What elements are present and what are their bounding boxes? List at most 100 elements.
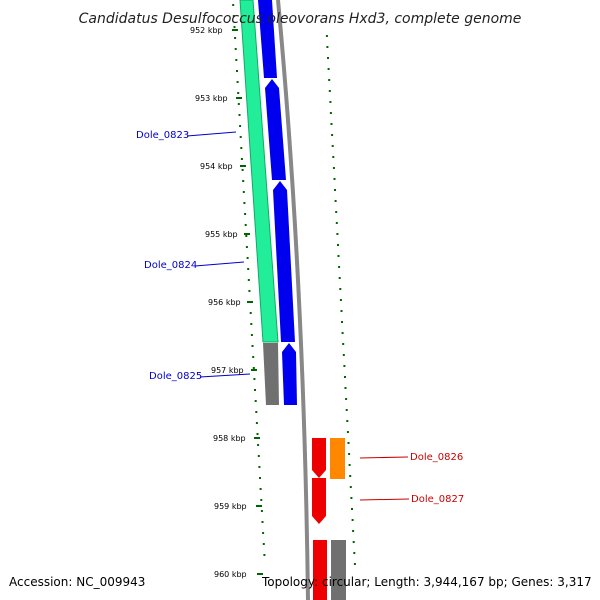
scale-dot	[255, 422, 258, 424]
gc-dot	[328, 90, 331, 92]
scale-dot	[234, 37, 237, 39]
cds-red-3	[313, 540, 327, 600]
cds-orange	[330, 438, 345, 479]
scale-dot	[245, 235, 248, 237]
gc-dot	[349, 486, 352, 488]
gc-dot	[340, 310, 343, 312]
scale-dot	[246, 257, 249, 259]
leader-dole-0824	[194, 261, 245, 267]
scale-dot	[241, 169, 244, 171]
gc-dot	[344, 376, 346, 378]
gc-dot	[348, 464, 351, 466]
gc-dot	[334, 200, 337, 202]
gc-dot	[327, 68, 330, 70]
gc-dot	[331, 145, 334, 147]
scale-dot	[258, 466, 261, 468]
gc-dot	[347, 442, 350, 444]
gc-dot	[352, 530, 355, 532]
scale-dot	[238, 114, 241, 116]
backbone-line	[276, 0, 310, 600]
cds-gray-outer	[263, 343, 279, 405]
scale-dot	[256, 433, 259, 435]
scale-dot	[252, 367, 255, 369]
cds-blue-2	[265, 79, 286, 180]
gene-label-dole-0823[interactable]: Dole_0823	[136, 130, 189, 141]
scale-dot	[245, 246, 248, 248]
scale-dot	[261, 521, 264, 523]
gc-dot	[332, 156, 335, 158]
scale-dot	[243, 202, 246, 204]
cog-feature-green	[239, 0, 279, 343]
scale-dot	[242, 191, 245, 193]
scale-dot	[232, 15, 235, 17]
scale-dot	[259, 488, 262, 490]
gc-dot	[351, 519, 354, 521]
tick-label-958: 958 kbp	[213, 434, 246, 443]
gc-dot	[346, 420, 349, 422]
gc-dot	[329, 112, 332, 114]
scale-dot	[237, 92, 240, 94]
tick-label-956: 956 kbp	[208, 298, 241, 307]
scale-dot	[240, 147, 243, 149]
scale-dot	[247, 279, 250, 281]
gene-label-dole-0826[interactable]: Dole_0826	[410, 452, 463, 463]
scale-dot	[251, 345, 254, 347]
gene-label-dole-0827[interactable]: Dole_0827	[411, 494, 464, 505]
gc-dot	[346, 431, 349, 433]
leader-dole-0827	[359, 498, 410, 501]
gc-dot	[330, 123, 333, 125]
tick-label-954: 954 kbp	[200, 162, 233, 171]
scale-dot	[254, 389, 256, 391]
gc-dot	[351, 508, 353, 510]
gc-dot	[341, 321, 343, 323]
scale-dot	[259, 477, 261, 479]
gc-dot	[327, 57, 329, 59]
scale-dot	[242, 180, 245, 182]
gc-dot	[341, 332, 344, 334]
gc-dot	[337, 244, 339, 246]
scale-dot	[236, 70, 238, 72]
tick-label-955: 955 kbp	[205, 230, 238, 239]
scale-dot	[233, 26, 236, 28]
genome-stats-text: Topology: circular; Length: 3,944,167 bp…	[262, 575, 592, 589]
gc-dot	[328, 79, 331, 81]
gc-dot	[326, 46, 329, 48]
scale-dot	[244, 224, 247, 226]
gc-dot	[336, 233, 339, 235]
scale-dot	[232, 4, 235, 6]
gc-dot	[335, 222, 338, 224]
scale-dot	[255, 411, 258, 413]
cds-red-1	[312, 438, 326, 478]
scale-dots-left	[232, 4, 266, 556]
tick-marks	[232, 29, 263, 575]
scale-dot	[234, 48, 237, 50]
scale-dot	[257, 444, 260, 446]
gc-dot	[331, 134, 334, 136]
gc-dot	[352, 541, 355, 543]
scale-dot	[253, 378, 256, 380]
gc-dot	[338, 277, 341, 279]
gc-dot	[332, 167, 335, 169]
cds-red-2	[312, 478, 326, 524]
gc-dot	[329, 101, 332, 103]
gc-dot	[338, 266, 341, 268]
gc-dot	[342, 354, 345, 356]
gc-dot	[342, 343, 345, 345]
gene-label-dole-0825[interactable]: Dole_0825	[149, 371, 202, 382]
scale-dot	[244, 213, 247, 215]
leader-dole-0825	[199, 373, 251, 378]
gc-dot	[349, 475, 352, 477]
tick-label-960: 960 kbp	[214, 570, 247, 579]
scale-dot	[254, 400, 257, 402]
leader-dole-0823	[186, 131, 237, 137]
gc-dot	[333, 178, 336, 180]
scale-dot	[239, 136, 242, 138]
gc-dot	[335, 211, 338, 213]
gc-dot	[325, 35, 328, 37]
gc-dot	[353, 552, 356, 554]
scale-dot	[250, 323, 253, 325]
gc-dot	[339, 299, 342, 301]
gene-label-dole-0824[interactable]: Dole_0824	[144, 260, 197, 271]
scale-dot	[237, 103, 240, 105]
scale-dot	[239, 125, 242, 127]
